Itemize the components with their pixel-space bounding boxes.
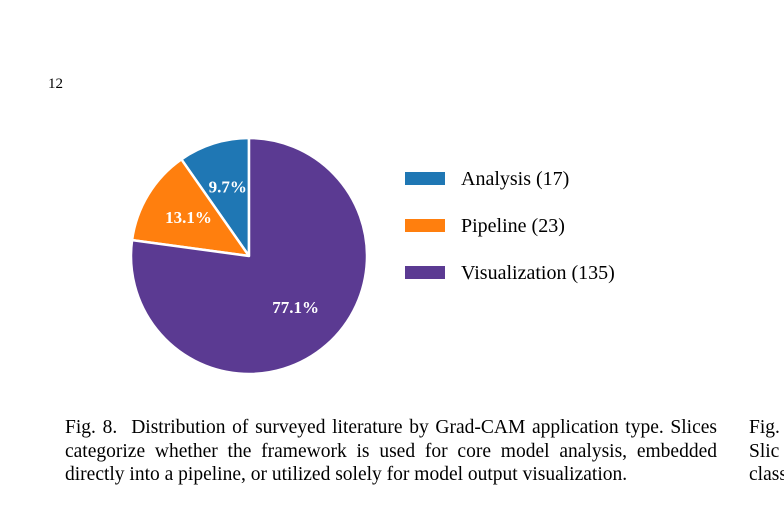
legend-swatch-pipeline xyxy=(405,219,445,232)
legend-item-pipeline: Pipeline (23) xyxy=(405,202,615,249)
legend-label-visualization: Visualization (135) xyxy=(461,261,615,284)
legend-item-analysis: Analysis (17) xyxy=(405,155,615,202)
next-column-caption: Fig. Slic class xyxy=(749,416,784,487)
figure-caption: Fig. 8. Distribution of surveyed literatu… xyxy=(65,416,717,487)
legend-label-analysis: Analysis (17) xyxy=(461,167,570,190)
next-column-line: Slic xyxy=(749,440,780,462)
chart-legend: Analysis (17) Pipeline (23) Visualizatio… xyxy=(405,155,615,296)
legend-swatch-visualization xyxy=(405,266,445,279)
next-column-line: Fig. xyxy=(749,417,780,438)
pie-label-visualization: 77.1% xyxy=(272,298,319,317)
pie-slice-pipeline xyxy=(130,158,251,258)
legend-label-pipeline: Pipeline (23) xyxy=(461,214,565,237)
pie-label-pipeline: 13.1% xyxy=(165,208,212,227)
pie-slice-visualization xyxy=(129,136,369,376)
legend-item-visualization: Visualization (135) xyxy=(405,249,615,296)
caption-label: Fig. 8. xyxy=(65,417,118,438)
caption-text: Distribution of surveyed literature by G… xyxy=(65,417,718,485)
legend-swatch-analysis xyxy=(405,172,445,185)
pie-label-analysis: 9.7% xyxy=(209,177,247,196)
pie-chart: 9.7% 13.1% 77.1% xyxy=(129,136,369,376)
next-column-line: class xyxy=(749,464,784,485)
page-number: 12 xyxy=(48,76,63,92)
